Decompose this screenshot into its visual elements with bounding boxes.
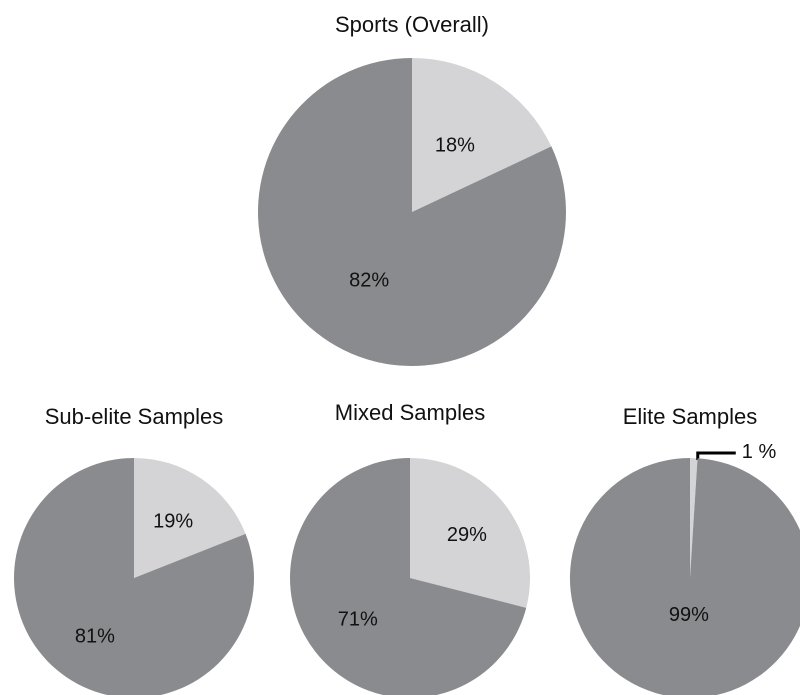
slice-label-sub-elite-samples-1: 81%	[75, 626, 115, 648]
slice-label-mixed-samples-0: 29%	[447, 524, 487, 546]
pie-slice-sub-elite-samples-0	[134, 458, 246, 578]
callout-leader	[696, 451, 736, 461]
pie-slice-mixed-samples-0	[410, 458, 530, 608]
pie-slice-sports-overall-0	[412, 58, 552, 212]
pie-title-mixed-samples: Mixed Samples	[335, 400, 485, 425]
pie-title-elite-samples: Elite Samples	[623, 404, 758, 429]
slice-label-sports-overall-1: 82%	[349, 270, 389, 292]
slice-label-sports-overall-0: 18%	[435, 134, 475, 156]
slice-label-elite-samples-0: 1 %	[742, 441, 777, 463]
pie-slice-mixed-samples-1	[290, 458, 527, 695]
slice-label-mixed-samples-1: 71%	[338, 609, 378, 631]
slice-label-elite-samples-1: 99%	[669, 604, 709, 626]
pie-slice-sub-elite-samples-1	[14, 458, 254, 695]
pie-slice-sports-overall-1	[257, 58, 566, 366]
pie-sub-elite-samples: 19% 81% Sub-elite Samples	[14, 404, 254, 695]
pie-elite-samples: 1 % 99% Elite Samples	[569, 404, 800, 695]
pie-slice-elite-samples-0	[690, 458, 698, 578]
pie-title-sports-overall: Sports (Overall)	[335, 12, 489, 37]
pie-title-sub-elite-samples: Sub-elite Samples	[45, 404, 224, 429]
slice-label-sub-elite-samples-0: 19%	[153, 510, 193, 532]
pie-slice-elite-samples-1	[569, 458, 800, 695]
pie-mixed-samples: 29% 71% Mixed Samples	[290, 400, 530, 695]
pie-sports-overall: 18% 82% Sports (Overall)	[257, 12, 566, 366]
